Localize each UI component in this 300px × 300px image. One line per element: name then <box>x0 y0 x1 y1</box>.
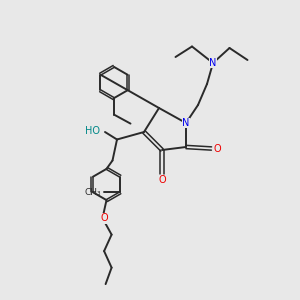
Text: O: O <box>214 143 221 154</box>
Text: CH₃: CH₃ <box>85 188 101 197</box>
Text: N: N <box>182 118 190 128</box>
Text: O: O <box>158 175 166 185</box>
Text: HO: HO <box>85 125 100 136</box>
Text: N: N <box>209 58 217 68</box>
Text: O: O <box>100 213 108 223</box>
